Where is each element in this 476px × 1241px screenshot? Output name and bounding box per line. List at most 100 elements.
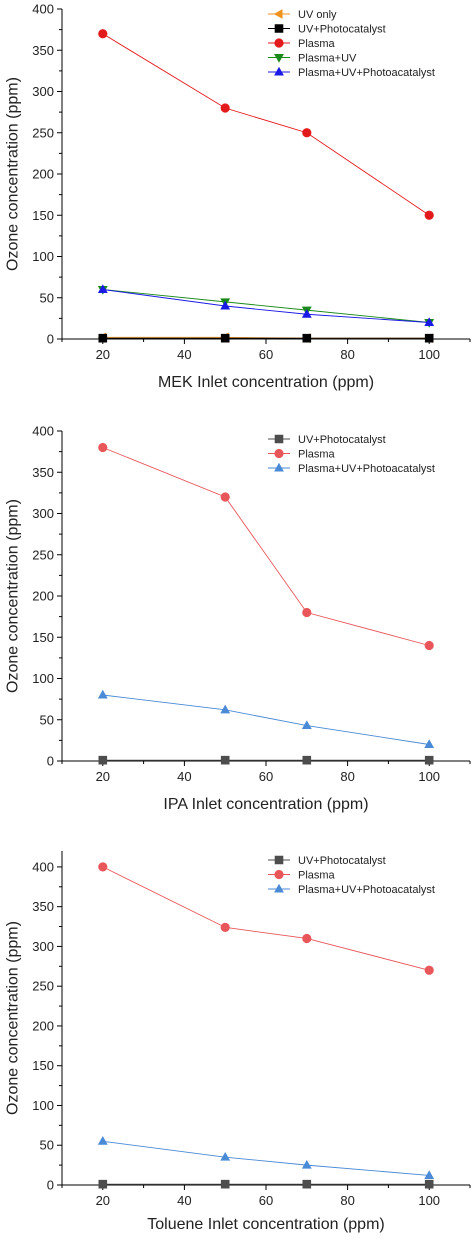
x-tick-label: 80 (340, 769, 354, 784)
series-line (102, 447, 430, 646)
y-tick-label: 250 (32, 547, 54, 562)
data-point (97, 284, 108, 293)
legend-marker (274, 434, 284, 444)
data-point (302, 333, 312, 343)
data-point (301, 720, 312, 730)
series-plasma (98, 29, 434, 220)
data-point (98, 755, 108, 765)
y-tick-label: 250 (32, 125, 54, 140)
legend: UV+Photocatalyst Plasma Plasma+UV+Photoaca… (268, 434, 435, 475)
y-tick-label: 200 (32, 167, 54, 182)
legend-marker (274, 38, 284, 48)
data-point (302, 128, 312, 138)
data-point (424, 1170, 435, 1179)
chart-panel-2: 20 40 60 80 100 0 50 100 150 200 250 300 350 400 IPA I… (5, 424, 471, 813)
x-tick-label: 60 (259, 347, 273, 362)
y-tick-label: 150 (32, 208, 54, 223)
data-point (220, 492, 230, 502)
y-tick-label: 300 (32, 939, 54, 954)
legend-label: UV only (298, 9, 337, 21)
y-tick-label: 400 (32, 2, 54, 17)
legend-marker (274, 54, 284, 63)
legend-label: UV+Photocatalyst (298, 24, 386, 36)
data-point (98, 442, 108, 453)
series-plasma-uv-photoacatalyst (97, 284, 435, 326)
y-tick-label: 350 (32, 899, 54, 914)
legend: UV only UV+Photocatalyst Plasma Plasma+UV Pl… (268, 9, 435, 79)
series-uv-photocatalyst (98, 755, 434, 765)
legend-label: Plasma+UV+Photoacatalyst (298, 884, 435, 896)
y-tick-label: 0 (47, 754, 54, 769)
data-point (302, 755, 312, 765)
data-point (302, 607, 312, 618)
x-tick-label: 40 (177, 1193, 191, 1208)
series-plasma-uv (97, 286, 435, 328)
chart-panel-1: 20 40 60 80 100 0 50 100 150 200 250 300 350 400 MEK I… (5, 2, 471, 391)
series-plasma-uv-photoacatalyst (97, 1136, 435, 1179)
data-point (220, 333, 230, 343)
y-axis-title: Ozone concentration (ppm) (5, 921, 22, 1115)
y-tick-label: 100 (32, 671, 54, 686)
data-point (98, 1179, 108, 1189)
data-point (98, 333, 108, 343)
data-point (98, 862, 108, 872)
series-line (102, 1140, 430, 1176)
x-tick-label: 100 (418, 769, 440, 784)
data-point (424, 739, 435, 748)
series-line (102, 289, 430, 323)
legend-label: Plasma (298, 870, 336, 882)
y-axis-title: Ozone concentration (ppm) (5, 77, 22, 271)
data-point (424, 210, 434, 220)
x-tick-label: 40 (177, 347, 191, 362)
y-tick-label: 150 (32, 630, 54, 645)
legend-marker (274, 24, 284, 33)
y-tick-label: 250 (32, 979, 54, 994)
legend-label: UV+Photocatalyst (298, 434, 386, 446)
legend-marker (274, 462, 284, 472)
series-line (102, 33, 430, 216)
data-point (301, 309, 312, 318)
y-axis-title: Ozone concentration (ppm) (5, 499, 22, 693)
x-tick-label: 60 (259, 1193, 273, 1208)
data-point (302, 1179, 312, 1189)
y-tick-label: 0 (47, 1178, 54, 1193)
x-tick-label: 40 (177, 769, 191, 784)
x-tick-label: 20 (96, 1193, 110, 1208)
series-line (102, 289, 430, 323)
x-tick-label: 100 (418, 347, 440, 362)
x-axis-title: MEK Inlet concentration (ppm) (158, 374, 374, 391)
series-plasma (98, 442, 434, 651)
series-line (102, 694, 430, 745)
data-point (98, 29, 108, 39)
y-tick-label: 400 (32, 424, 54, 439)
data-point (220, 1151, 231, 1161)
data-point (424, 333, 434, 343)
legend-marker (274, 883, 284, 893)
legend-marker (274, 448, 284, 459)
data-point (301, 1159, 312, 1169)
data-point (424, 755, 434, 765)
x-tick-label: 20 (96, 769, 110, 784)
y-tick-label: 200 (32, 1018, 54, 1033)
legend-label: UV+Photocatalyst (298, 855, 386, 867)
data-point (97, 689, 108, 699)
y-tick-label: 400 (32, 859, 54, 874)
legend-label: Plasma+UV+Photoacatalyst (298, 463, 435, 475)
legend-marker (273, 9, 283, 19)
legend-label: Plasma (298, 38, 336, 50)
y-tick-label: 0 (47, 332, 54, 347)
y-tick-label: 350 (32, 43, 54, 58)
legend: UV+Photocatalyst Plasma Plasma+UV+Photoaca… (268, 855, 435, 896)
x-axis-title: Toluene Inlet concentration (ppm) (147, 1216, 384, 1233)
x-tick-label: 100 (418, 1193, 440, 1208)
x-tick-label: 80 (340, 347, 354, 362)
y-tick-label: 100 (32, 249, 54, 264)
x-tick-label: 20 (96, 347, 110, 362)
legend-marker (274, 66, 284, 76)
data-point (424, 640, 434, 651)
y-tick-label: 350 (32, 465, 54, 480)
legend-label: Plasma (298, 449, 336, 461)
data-point (424, 317, 435, 326)
